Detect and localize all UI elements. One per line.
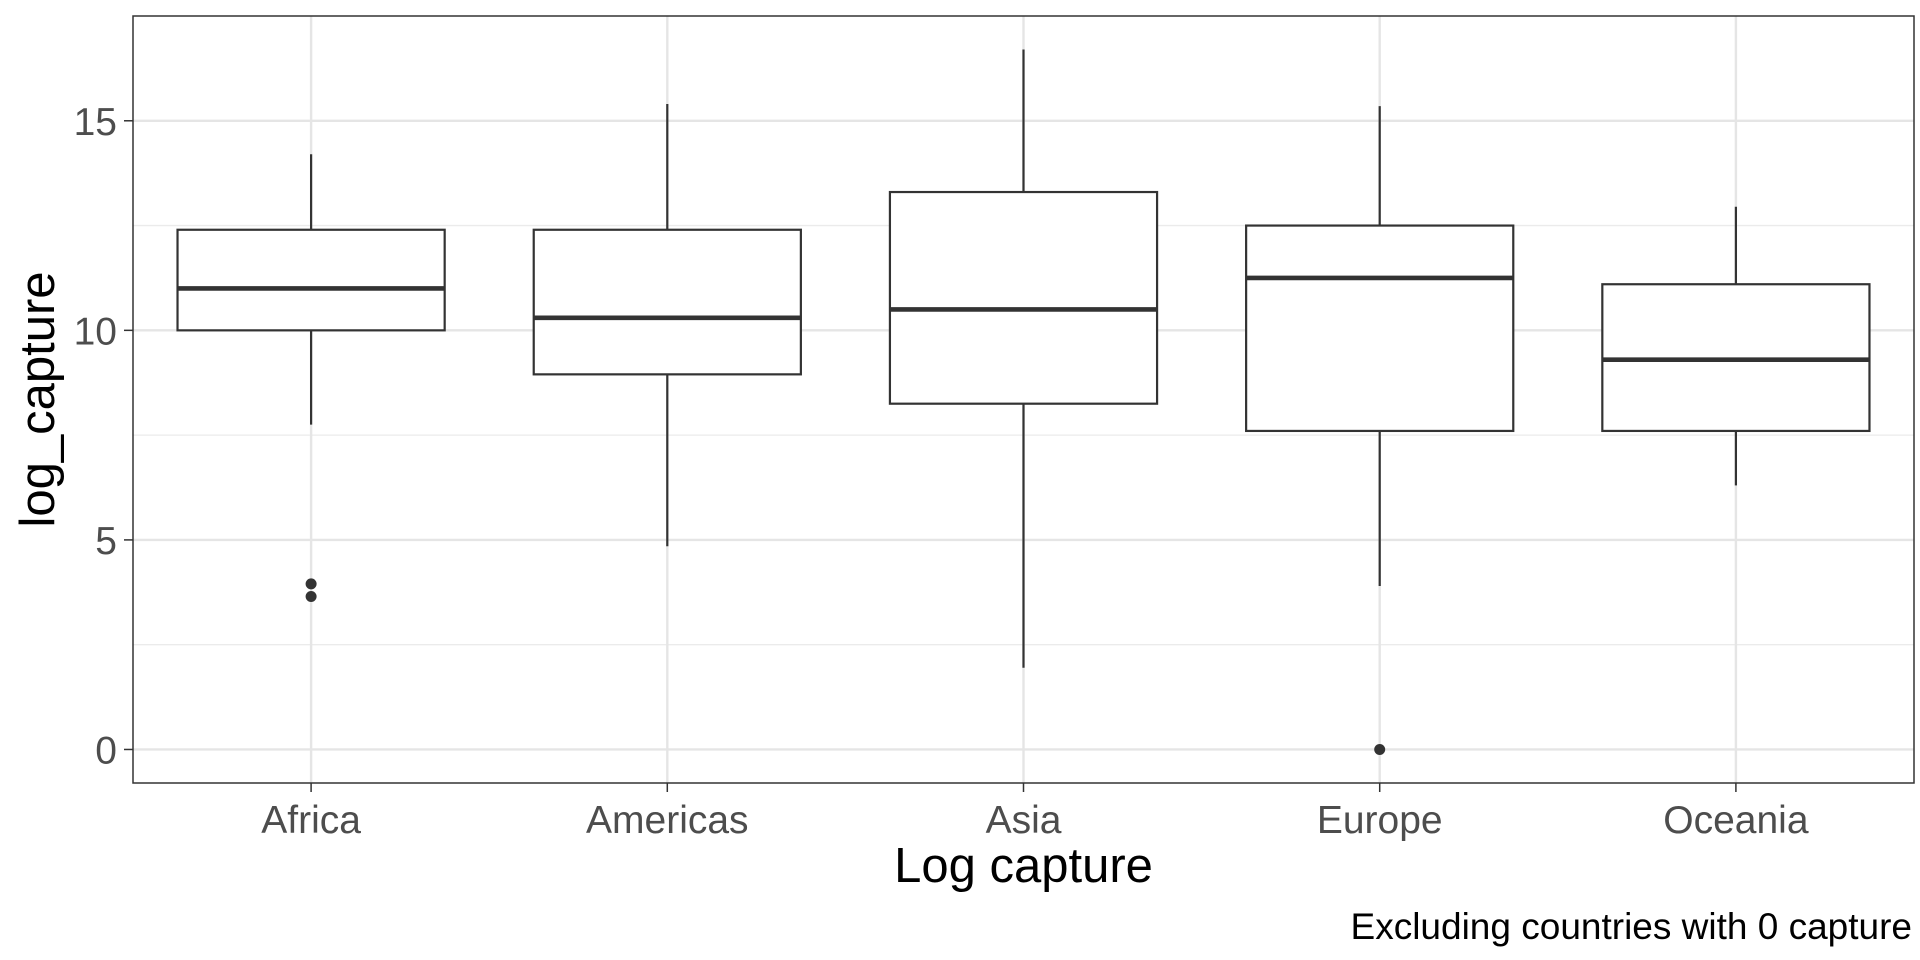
y-tick-label: 0 [95,729,117,772]
boxes-layer [176,49,1871,755]
x-tick-label: Europe [1317,799,1443,842]
x-tick-label: Africa [261,799,361,842]
x-tick-label: Americas [586,799,749,842]
y-tick-label: 5 [95,520,117,563]
box-europe [1245,106,1515,755]
outlier-point [305,578,317,590]
iqr-box [888,190,1159,405]
box-asia [888,49,1159,668]
box-oceania [1601,206,1871,486]
y-tick-label: 10 [74,310,117,353]
y-axis: 0 5 10 15 [74,101,133,772]
outlier-point [305,590,317,602]
y-axis-title: log_capture [11,271,65,527]
box-africa [176,154,446,602]
outlier-point [1374,743,1386,755]
x-axis: Africa Americas Asia Europe Oceania [261,783,1809,842]
x-tick-label: Oceania [1663,799,1809,842]
x-tick-label: Asia [986,799,1062,842]
iqr-box [1245,224,1515,433]
iqr-box [176,228,446,332]
y-tick-label: 15 [74,101,117,144]
iqr-box [532,228,802,376]
box-americas [532,104,802,547]
chart-caption: Excluding countries with 0 capture [1351,906,1912,947]
x-axis-title: Log capture [894,839,1153,893]
